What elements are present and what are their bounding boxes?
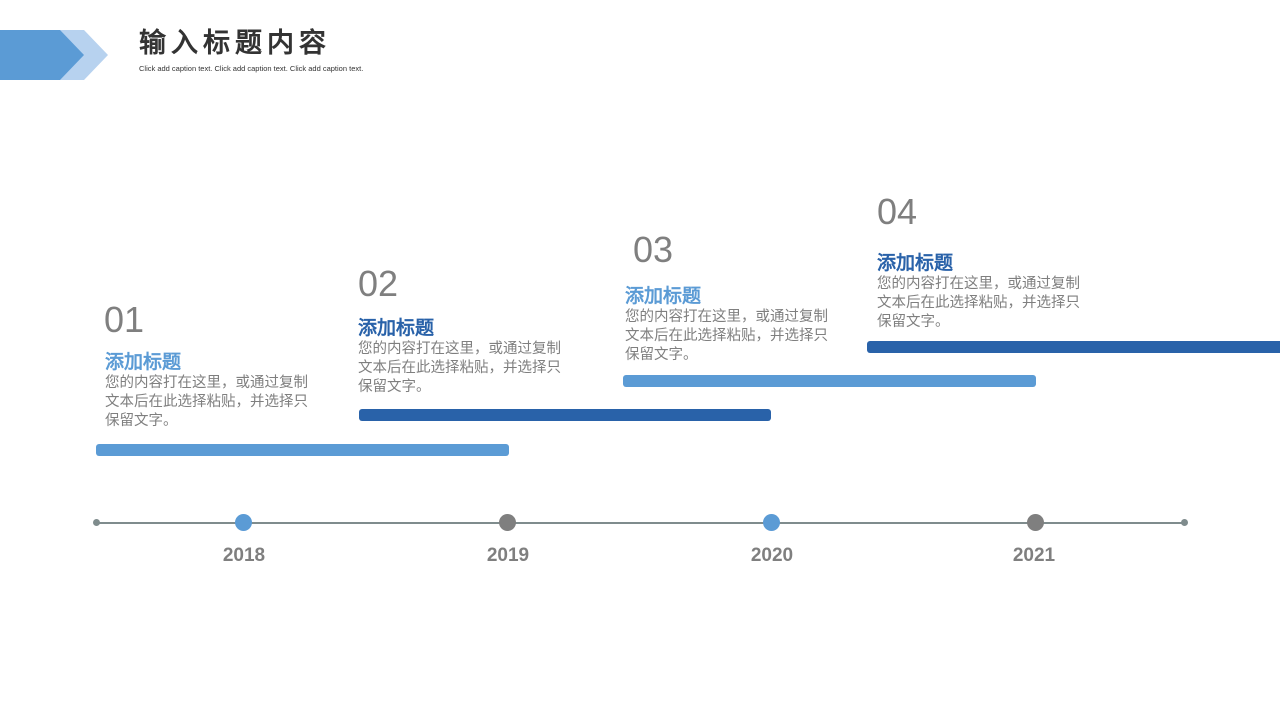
page-title: 输入标题内容 <box>139 28 331 59</box>
timeline-node-2018 <box>235 514 252 531</box>
step-body-03: 您的内容打在这里，或通过复制文本后在此选择粘贴，并选择只保留文字。 <box>625 309 828 363</box>
step-bar-04 <box>867 341 1280 353</box>
timeline-axis <box>96 522 1184 524</box>
timeline-node-2020 <box>763 514 780 531</box>
timeline-start-dot <box>93 519 100 526</box>
page-caption: Click add caption text. Click add captio… <box>139 64 364 73</box>
step-title-02: 添加标题 <box>358 317 435 339</box>
step-number-01: 01 <box>104 299 145 340</box>
step-title-03: 添加标题 <box>625 285 702 307</box>
step-body-02: 您的内容打在这里，或通过复制文本后在此选择粘贴，并选择只保留文字。 <box>358 341 561 395</box>
year-label-2018: 2018 <box>222 545 266 566</box>
step-number-03: 03 <box>633 229 674 270</box>
step-bar-03 <box>623 375 1036 387</box>
year-label-2021: 2021 <box>1012 545 1056 566</box>
step-title-04: 添加标题 <box>877 252 954 274</box>
year-label-2020: 2020 <box>750 545 794 566</box>
timeline-end-dot <box>1181 519 1188 526</box>
step-bar-01 <box>96 444 509 456</box>
step-title-01: 添加标题 <box>105 351 182 373</box>
step-body-04: 您的内容打在这里，或通过复制文本后在此选择粘贴，并选择只保留文字。 <box>877 276 1080 330</box>
step-number-02: 02 <box>358 263 399 304</box>
timeline-node-2019 <box>499 514 516 531</box>
step-body-01: 您的内容打在这里，或通过复制文本后在此选择粘贴，并选择只保留文字。 <box>105 375 308 429</box>
year-label-2019: 2019 <box>486 545 530 566</box>
step-bar-02 <box>359 409 771 421</box>
step-number-04: 04 <box>877 191 918 232</box>
timeline-node-2021 <box>1027 514 1044 531</box>
